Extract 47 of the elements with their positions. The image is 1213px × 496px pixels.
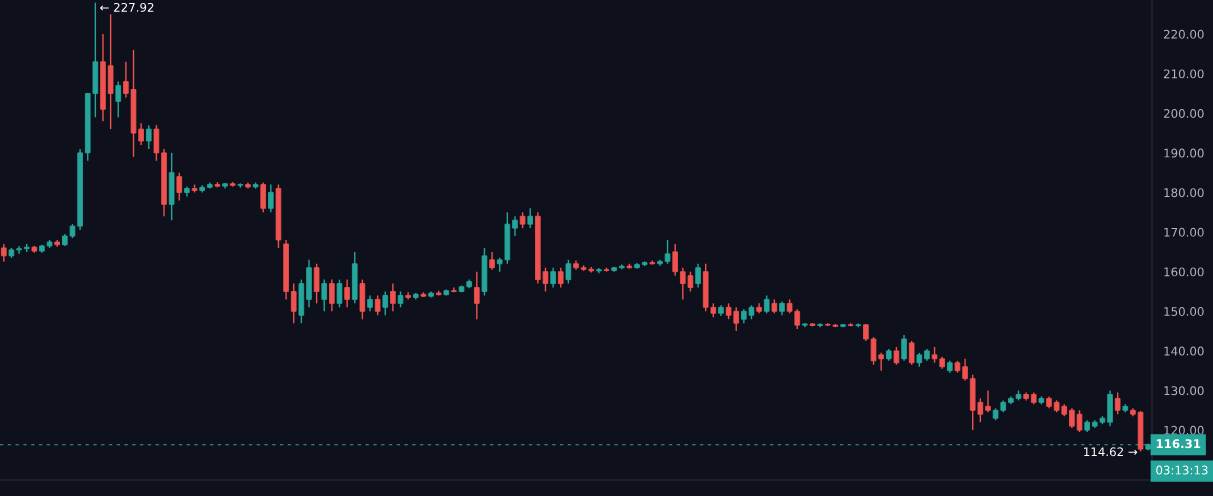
candlestick — [664, 239, 671, 265]
candlestick — [16, 245, 22, 255]
candlestick — [145, 124, 152, 150]
candlestick — [344, 278, 350, 309]
candlestick — [1114, 391, 1121, 415]
y-tick-label: 170.00 — [1164, 227, 1204, 237]
candlestick — [527, 207, 534, 229]
candlestick — [390, 282, 396, 312]
y-tick-label: 130.00 — [1164, 386, 1204, 396]
candlestick — [550, 267, 556, 289]
candlestick — [153, 124, 160, 162]
annotation: 114.62 → — [1084, 447, 1138, 457]
candlestick — [962, 358, 968, 382]
y-tick-label: 180.00 — [1164, 188, 1204, 198]
y-tick-label: 150.00 — [1164, 307, 1204, 316]
candlestick — [382, 290, 389, 316]
ref-line-label: 116.31 — [1156, 439, 1201, 449]
candlestick — [329, 278, 335, 312]
candlestick — [695, 263, 701, 289]
candlestick — [290, 282, 297, 324]
y-tick-label: 200.00 — [1163, 108, 1204, 118]
candlestick — [1069, 407, 1075, 429]
candlestick — [115, 80, 122, 118]
candlestick — [985, 389, 991, 413]
candlestick — [336, 278, 343, 309]
candlestick — [908, 340, 915, 366]
candlestick — [176, 171, 183, 202]
y-tick-label: 220.00 — [1163, 29, 1204, 39]
text: 03:13:13 — [1156, 465, 1208, 475]
annotation: ← 227.92 — [100, 2, 154, 12]
candlestick — [374, 294, 381, 316]
y-tick-label: 140.00 — [1164, 346, 1204, 356]
y-tick-label: 190.00 — [1164, 148, 1204, 158]
candlestick — [557, 267, 564, 289]
candlestick — [474, 270, 480, 320]
y-tick-label: 210.00 — [1163, 69, 1204, 79]
candlestick — [512, 215, 518, 237]
candlestick — [1076, 409, 1083, 433]
candlestick — [313, 263, 320, 305]
candlestick — [321, 278, 328, 312]
candlestick — [268, 183, 274, 213]
candlestick — [260, 181, 266, 213]
candlestick — [565, 259, 572, 285]
y-tick-label: 120.00 — [1164, 425, 1204, 435]
candlestick — [901, 334, 907, 362]
y-tick-label: 160.00 — [1164, 267, 1204, 277]
candlestick — [672, 243, 678, 277]
